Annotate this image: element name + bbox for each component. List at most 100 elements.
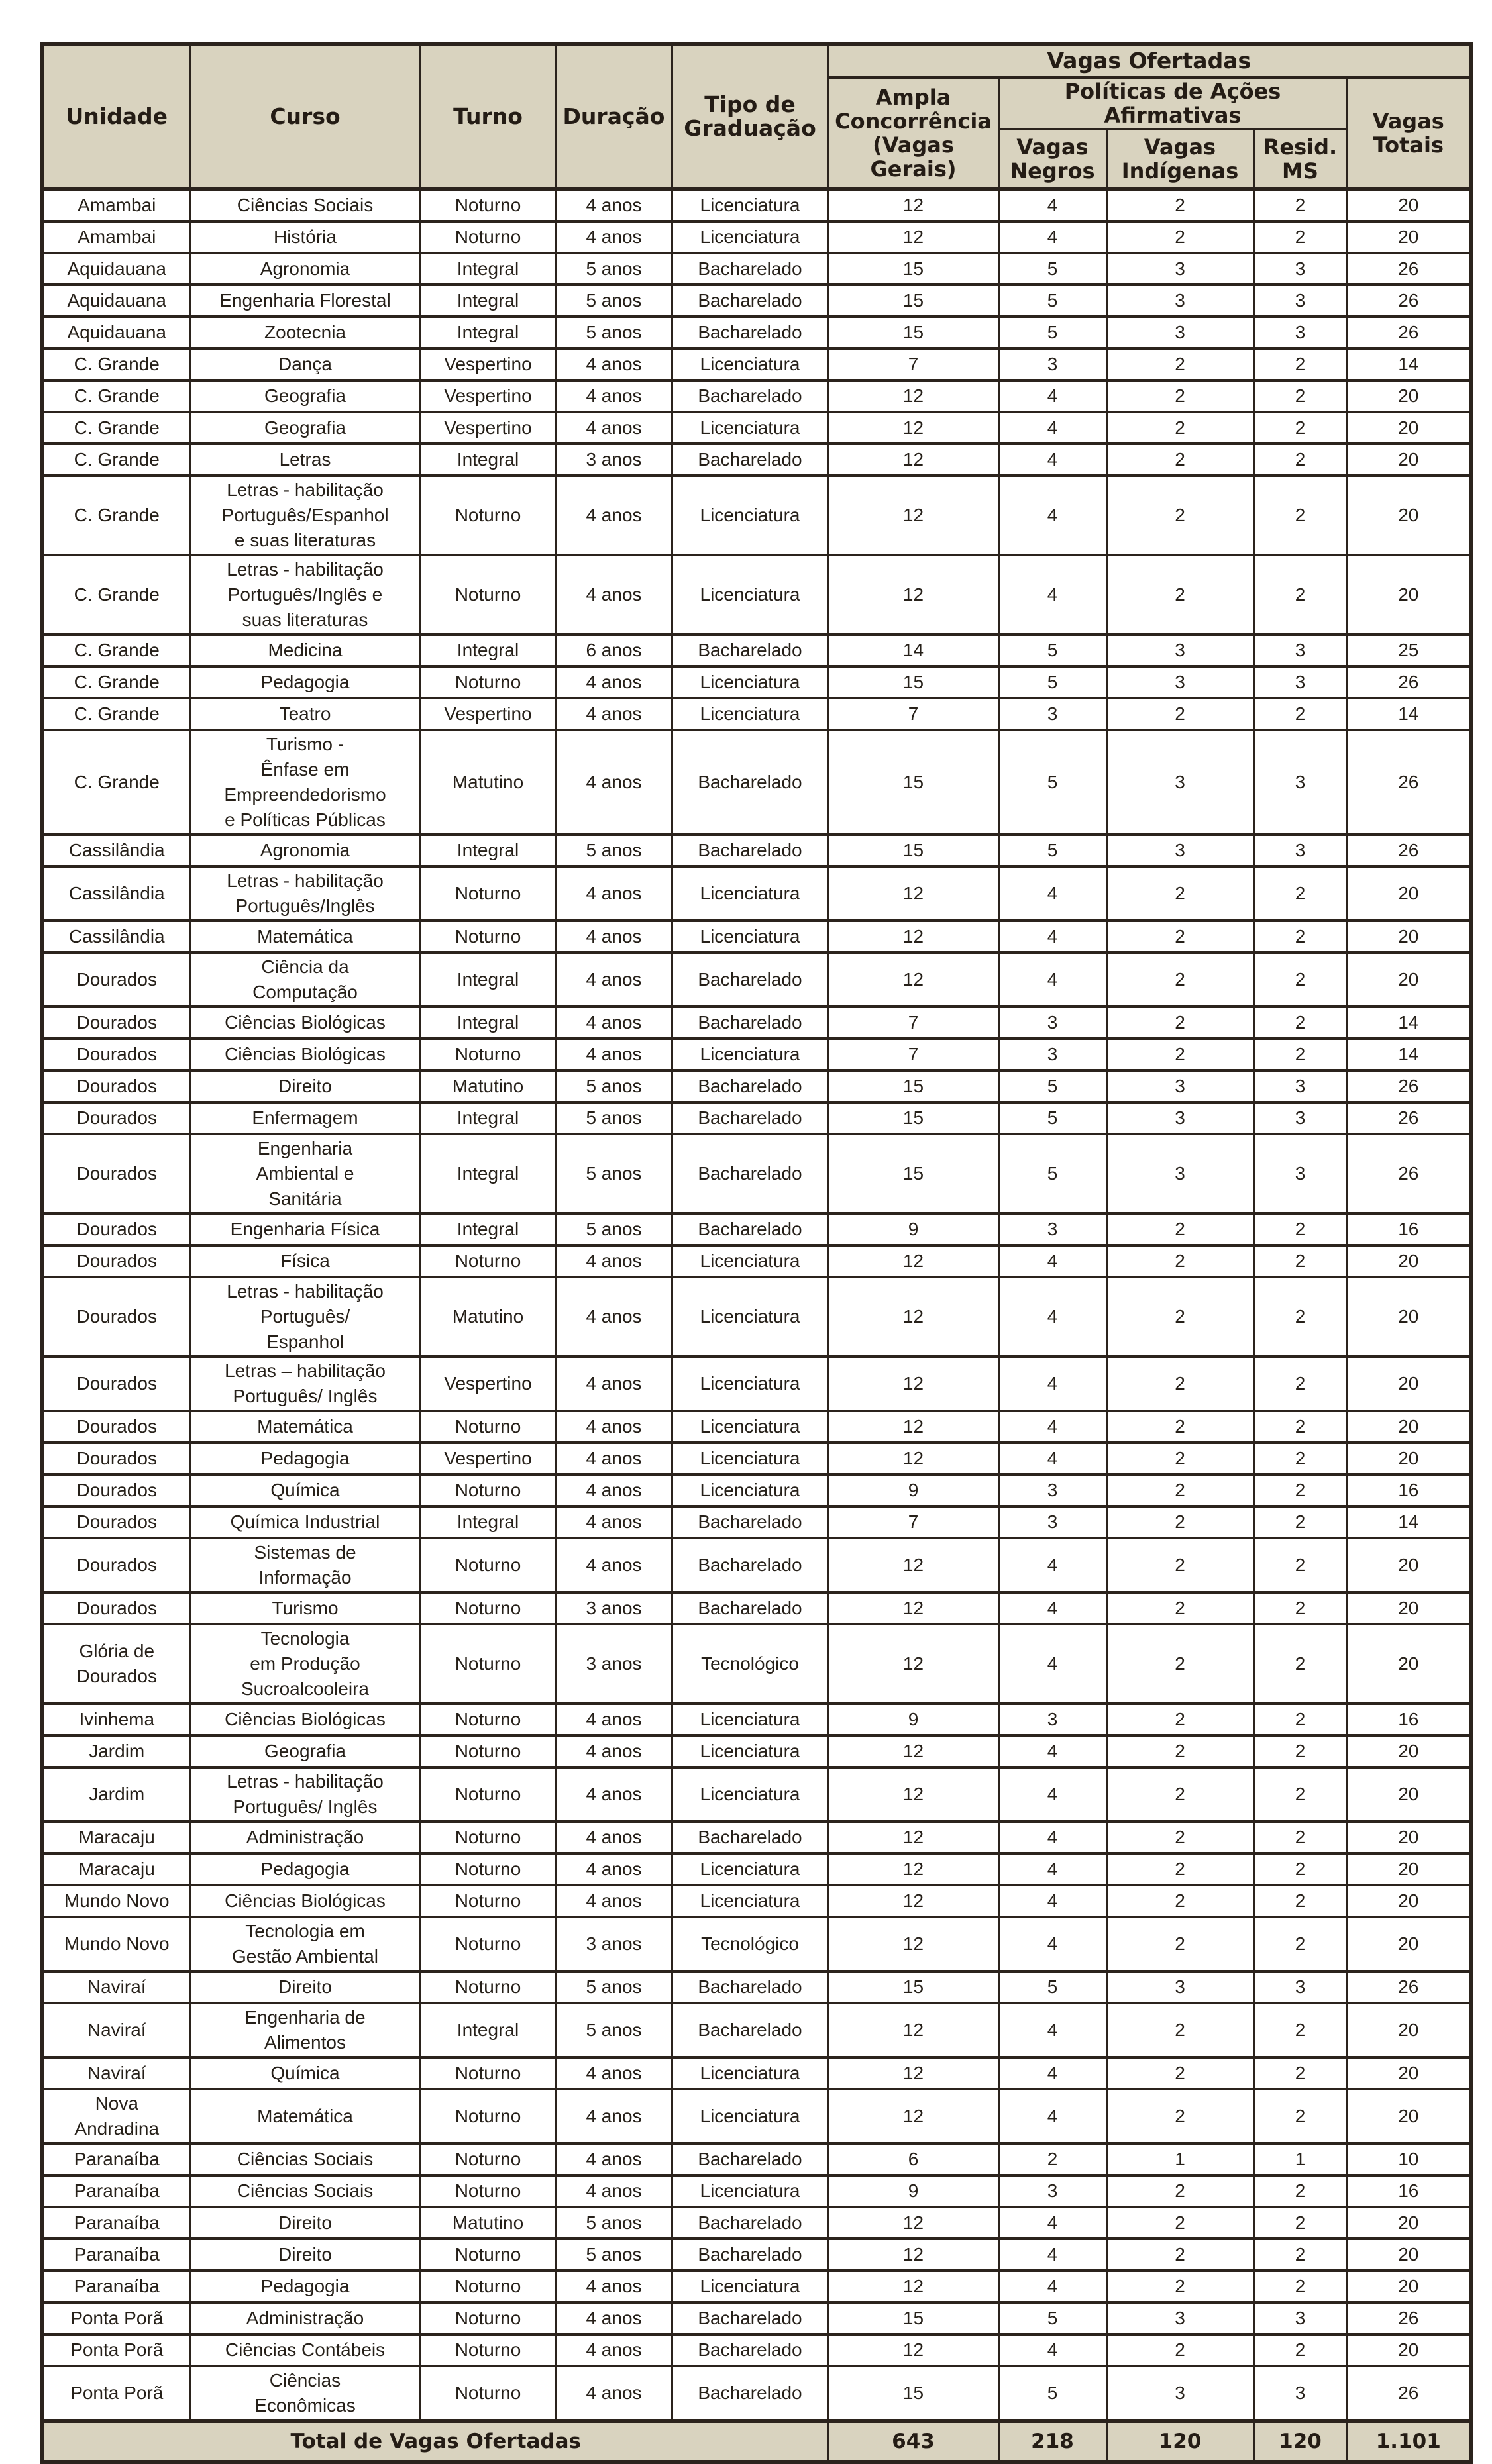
vagas-totais-cell: 26 (1346, 1069, 1472, 1104)
curso-cell: Ciências Sociais (189, 187, 421, 223)
vagas-indigenas-cell: 2 (1105, 1766, 1255, 1823)
duracao-cell: 4 anos (555, 411, 673, 445)
curso-cell: Geografia (189, 1734, 421, 1769)
ampla-concorrencia-cell: 15 (827, 1133, 1000, 1215)
resid-ms-cell: 2 (1252, 554, 1348, 636)
vagas-indigenas-cell: 2 (1105, 411, 1255, 445)
tipo-graduacao-cell: Bacharelado (670, 1505, 829, 1539)
vagas-negros-cell: 4 (997, 1734, 1108, 1769)
col-header-vagas-ofertadas: Vagas Ofertadas (827, 42, 1472, 79)
unidade-cell: Ponta Porã (41, 2365, 191, 2422)
vagas-negros-cell: 4 (997, 1537, 1108, 1594)
curso-cell: Letras – habilitação Português/ Inglês (189, 1355, 421, 1412)
table-row: Dourados Turismo Noturno 3 anos Bacharelado 1… (41, 1591, 1472, 1625)
table-row: Aquidauana Engenharia Florestal Integral 5 … (41, 283, 1472, 318)
unidade-cell: Dourados (41, 1591, 191, 1625)
vagas-indigenas-cell: 2 (1105, 1037, 1255, 1072)
turno-cell: Noturno (419, 1852, 557, 1886)
tipo-graduacao-cell: Bacharelado (670, 951, 829, 1008)
vagas-totais-cell: 20 (1346, 1355, 1472, 1412)
duracao-cell: 4 anos (555, 665, 673, 699)
curso-cell: Geografia (189, 411, 421, 445)
duracao-cell: 4 anos (555, 220, 673, 254)
table-header: Unidade Curso Turno Duração Tipo de Grad… (41, 42, 1472, 191)
duracao-cell: 4 anos (555, 2056, 673, 2090)
unidade-cell: Naviraí (41, 2002, 191, 2059)
unidade-cell: Dourados (41, 1005, 191, 1040)
vagas-totais-cell: 26 (1346, 2365, 1472, 2422)
table-row: Amambai História Noturno 4 anos Licenciatura… (41, 220, 1472, 254)
vagas-indigenas-cell: 2 (1105, 2333, 1255, 2367)
resid-ms-cell: 1 (1252, 2142, 1348, 2177)
vagas-indigenas-cell: 2 (1105, 1505, 1255, 1539)
tipo-graduacao-cell: Licenciatura (670, 665, 829, 699)
unidade-cell: Dourados (41, 1355, 191, 1412)
ampla-concorrencia-cell: 12 (827, 865, 1000, 922)
curso-cell: Letras - habilitação Português/Inglês (189, 865, 421, 922)
vagas-totais-cell: 14 (1346, 1005, 1472, 1040)
duracao-cell: 4 anos (555, 1276, 673, 1358)
vagas-negros-cell: 4 (997, 554, 1108, 636)
resid-ms-cell: 2 (1252, 187, 1348, 223)
unidade-cell: Dourados (41, 1037, 191, 1072)
tipo-graduacao-cell: Licenciatura (670, 474, 829, 556)
vagas-totais-cell: 20 (1346, 1916, 1472, 1973)
vagas-negros-cell: 3 (997, 1473, 1108, 1508)
unidade-cell: Dourados (41, 1473, 191, 1508)
vagas-negros-cell: 3 (997, 1702, 1108, 1737)
turno-cell: Integral (419, 1505, 557, 1539)
duracao-cell: 4 anos (555, 2333, 673, 2367)
duracao-cell: 4 anos (555, 1820, 673, 1855)
tipo-graduacao-cell: Bacharelado (670, 2237, 829, 2272)
unidade-cell: Paranaíba (41, 2269, 191, 2304)
table-row: Glória de Dourados Tecnologia em Produção… (41, 1623, 1472, 1705)
duracao-cell: 4 anos (555, 474, 673, 556)
vagas-indigenas-cell: 3 (1105, 1069, 1255, 1104)
table-row: Dourados Direito Matutino 5 anos Bacharelado… (41, 1069, 1472, 1104)
vagas-negros-cell: 4 (997, 1916, 1108, 1973)
ampla-concorrencia-cell: 12 (827, 1852, 1000, 1886)
tipo-graduacao-cell: Bacharelado (670, 2206, 829, 2240)
resid-ms-cell: 2 (1252, 2002, 1348, 2059)
duracao-cell: 5 anos (555, 1101, 673, 1135)
unidade-cell: Paranaíba (41, 2206, 191, 2240)
vagas-negros-cell: 4 (997, 1441, 1108, 1476)
resid-ms-cell: 2 (1252, 1473, 1348, 1508)
vagas-indigenas-cell: 2 (1105, 919, 1255, 954)
resid-ms-cell: 2 (1252, 1766, 1348, 1823)
tipo-graduacao-cell: Licenciatura (670, 554, 829, 636)
unidade-cell: C. Grande (41, 633, 191, 668)
unidade-cell: Dourados (41, 1244, 191, 1278)
resid-ms-cell: 2 (1252, 379, 1348, 413)
turno-cell: Noturno (419, 1591, 557, 1625)
duracao-cell: 3 anos (555, 1591, 673, 1625)
unidade-cell: Glória de Dourados (41, 1623, 191, 1705)
duracao-cell: 6 anos (555, 633, 673, 668)
vagas-indigenas-cell: 2 (1105, 554, 1255, 636)
unidade-cell: Cassilândia (41, 833, 191, 868)
total-vagas-indigenas: 120 (1105, 2419, 1255, 2463)
duracao-cell: 4 anos (555, 379, 673, 413)
resid-ms-cell: 3 (1252, 833, 1348, 868)
unidade-cell: Maracaju (41, 1820, 191, 1855)
vagas-indigenas-cell: 2 (1105, 1537, 1255, 1594)
vagas-totais-cell: 20 (1346, 865, 1472, 922)
turno-cell: Noturno (419, 2269, 557, 2304)
total-resid-ms: 120 (1252, 2419, 1348, 2463)
tipo-graduacao-cell: Licenciatura (670, 1473, 829, 1508)
resid-ms-cell: 2 (1252, 1734, 1348, 1769)
table-row: Paranaíba Ciências Sociais Noturno 4 anos Li… (41, 2174, 1472, 2208)
unidade-cell: Amambai (41, 220, 191, 254)
curso-cell: Ciências Contábeis (189, 2333, 421, 2367)
vagas-indigenas-cell: 2 (1105, 1355, 1255, 1412)
vagas-indigenas-cell: 2 (1105, 1591, 1255, 1625)
table-body: Amambai Ciências Sociais Noturno 4 anos Lice… (41, 187, 1472, 2422)
unidade-cell: Ponta Porã (41, 2301, 191, 2336)
curso-cell: Matemática (189, 1410, 421, 1444)
col-header-vagas-totais: Vagas Totais (1346, 76, 1472, 191)
vagas-negros-cell: 4 (997, 1884, 1108, 1918)
vagas-indigenas-cell: 2 (1105, 1410, 1255, 1444)
turno-cell: Integral (419, 833, 557, 868)
vagas-totais-cell: 26 (1346, 729, 1472, 836)
curso-cell: Ciências Sociais (189, 2142, 421, 2177)
